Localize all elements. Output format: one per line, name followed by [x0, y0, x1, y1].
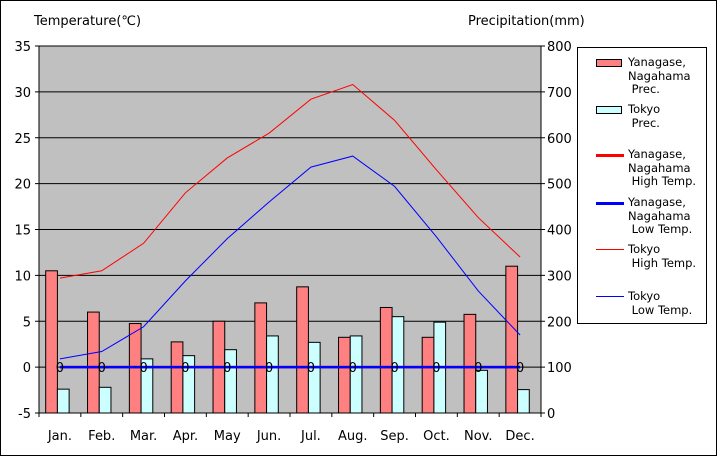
x-tick-label: Jan. [47, 429, 72, 444]
left-tick-label: 10 [14, 269, 31, 284]
left-tick-label: 35 [14, 40, 31, 55]
legend-label: Tokyo Low Temp. [628, 289, 693, 317]
legend-swatch [596, 106, 622, 114]
left-tick-label: 20 [14, 178, 31, 193]
bar-tokyo-prec--may [224, 349, 237, 414]
data-label-feb: 0 [98, 361, 106, 376]
right-tick-label: 600 [547, 132, 572, 147]
left-tick-label: 15 [14, 224, 31, 239]
left-tick-label: 5 [23, 315, 31, 330]
data-label-apr: 0 [181, 361, 189, 376]
right-tick-label: 100 [547, 361, 572, 376]
x-tick-label: Jun. [256, 429, 281, 444]
bar-tokyo-prec--nov [475, 369, 488, 414]
data-label-dec: 0 [516, 361, 524, 376]
left-axis-title: Temperature(℃) [34, 14, 142, 29]
bar-tokyo-prec--jan [56, 388, 70, 414]
x-tick-label: Dec. [505, 429, 534, 444]
legend-label: Tokyo Prec. [628, 102, 661, 130]
left-tick-label: 30 [14, 86, 31, 101]
legend-label: Yanagase, Nagahama High Temp. [628, 147, 697, 188]
legend-swatch [596, 202, 624, 205]
bar-yanagase-nagahama-prec--jan [45, 270, 58, 414]
bar-yanagase-nagahama-prec--apr [170, 341, 184, 414]
line-tokyo-high-temp [59, 83, 521, 279]
data-label-nov: 0 [474, 361, 482, 376]
x-tick-label: Sep. [380, 429, 409, 444]
right-axis-title: Precipitation(mm) [468, 14, 585, 29]
legend-swatch [596, 154, 624, 157]
bar-tokyo-prec--feb [98, 386, 112, 414]
line-tokyo-low-temp [59, 155, 521, 360]
right-tick-label: 200 [547, 315, 572, 330]
legend-label: Yanagase, Nagahama Prec. [628, 55, 691, 96]
data-label-jul: 0 [307, 361, 315, 376]
legend-label: Tokyo High Temp. [628, 242, 697, 270]
bar-tokyo-prec--jul [307, 341, 321, 414]
x-tick-label: Aug. [338, 429, 368, 444]
bar-yanagase-nagahama-prec--jul [296, 286, 309, 414]
left-tick-label: 0 [23, 361, 31, 376]
bar-yanagase-nagahama-prec--jun [254, 302, 268, 414]
legend: Yanagase, Nagahama Prec. Tokyo Prec. Yanag… [577, 47, 707, 324]
left-tick-label: 25 [14, 132, 31, 147]
right-tick-label: 400 [547, 224, 572, 239]
data-label-jan: 0 [56, 361, 64, 376]
right-tick-label: 700 [547, 86, 572, 101]
data-label-aug: 0 [349, 361, 357, 376]
right-tick-label: 500 [547, 178, 572, 193]
x-tick-label: Nov. [464, 429, 493, 444]
legend-label: Yanagase, Nagahama Low Temp. [628, 195, 693, 236]
legend-swatch [596, 59, 622, 67]
x-tick-label: Jul. [300, 429, 321, 444]
left-tick-label: -5 [18, 407, 31, 422]
x-tick-label: May [214, 429, 241, 444]
x-tick-label: Apr. [173, 429, 198, 444]
legend-swatch [596, 296, 624, 297]
right-tick-label: 300 [547, 269, 572, 284]
bar-yanagase-nagahama-prec--dec [505, 265, 519, 414]
data-label-jun: 0 [265, 361, 273, 376]
data-label-may: 0 [223, 361, 231, 376]
legend-swatch [596, 249, 624, 250]
x-tick-label: Feb. [88, 429, 115, 444]
right-tick-label: 0 [547, 407, 555, 422]
x-tick-label: Mar. [130, 429, 157, 444]
data-label-oct: 0 [432, 361, 440, 376]
data-label-mar: 0 [139, 361, 147, 376]
right-tick-label: 800 [547, 40, 572, 55]
x-tick-label: Oct. [423, 429, 450, 444]
data-label-sep: 0 [390, 361, 398, 376]
bar-tokyo-prec--dec [517, 389, 530, 414]
